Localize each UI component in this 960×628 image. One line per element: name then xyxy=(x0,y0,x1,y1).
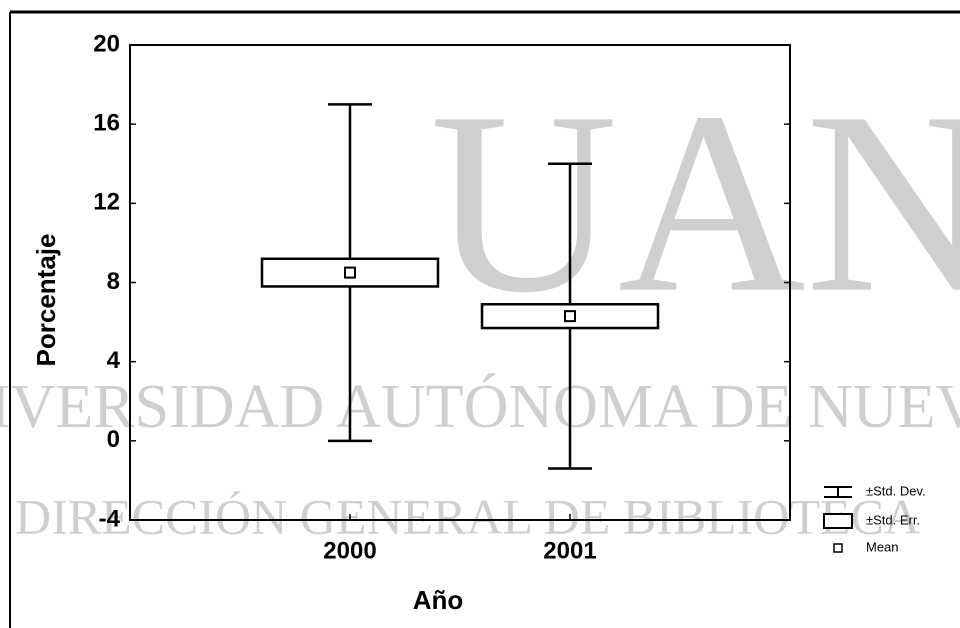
x-axis-label: Año xyxy=(413,585,464,615)
watermark: IVERSIDAD AUTÓNOMA DE NUEVO xyxy=(0,373,960,441)
legend-label: ±Std. Dev. xyxy=(866,483,926,498)
y-tick-label: 0 xyxy=(107,426,120,453)
y-tick-label: 16 xyxy=(93,110,120,137)
y-tick-label: 8 xyxy=(107,268,120,295)
y-tick-label: 4 xyxy=(107,347,121,374)
watermark: UAN xyxy=(430,59,960,347)
y-tick-label: 20 xyxy=(93,30,120,57)
x-tick-label: 2001 xyxy=(543,537,596,564)
legend-label: Mean xyxy=(866,539,899,554)
x-tick-label: 2000 xyxy=(323,537,376,564)
watermark: DIRECCIÓN GENERAL DE BIBLIOTECA xyxy=(15,488,920,544)
y-tick-label: -4 xyxy=(99,505,121,532)
legend-symbol xyxy=(833,543,843,553)
mean-marker xyxy=(564,310,576,323)
legend-symbol xyxy=(823,513,853,529)
y-axis-label: Porcentaje xyxy=(31,234,61,367)
mean-marker xyxy=(344,266,356,279)
y-tick-label: 12 xyxy=(93,189,120,216)
legend-label: ±Std. Err. xyxy=(866,512,920,527)
